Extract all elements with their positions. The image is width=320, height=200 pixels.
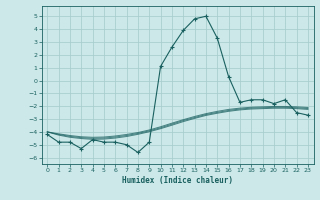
X-axis label: Humidex (Indice chaleur): Humidex (Indice chaleur) — [122, 176, 233, 185]
